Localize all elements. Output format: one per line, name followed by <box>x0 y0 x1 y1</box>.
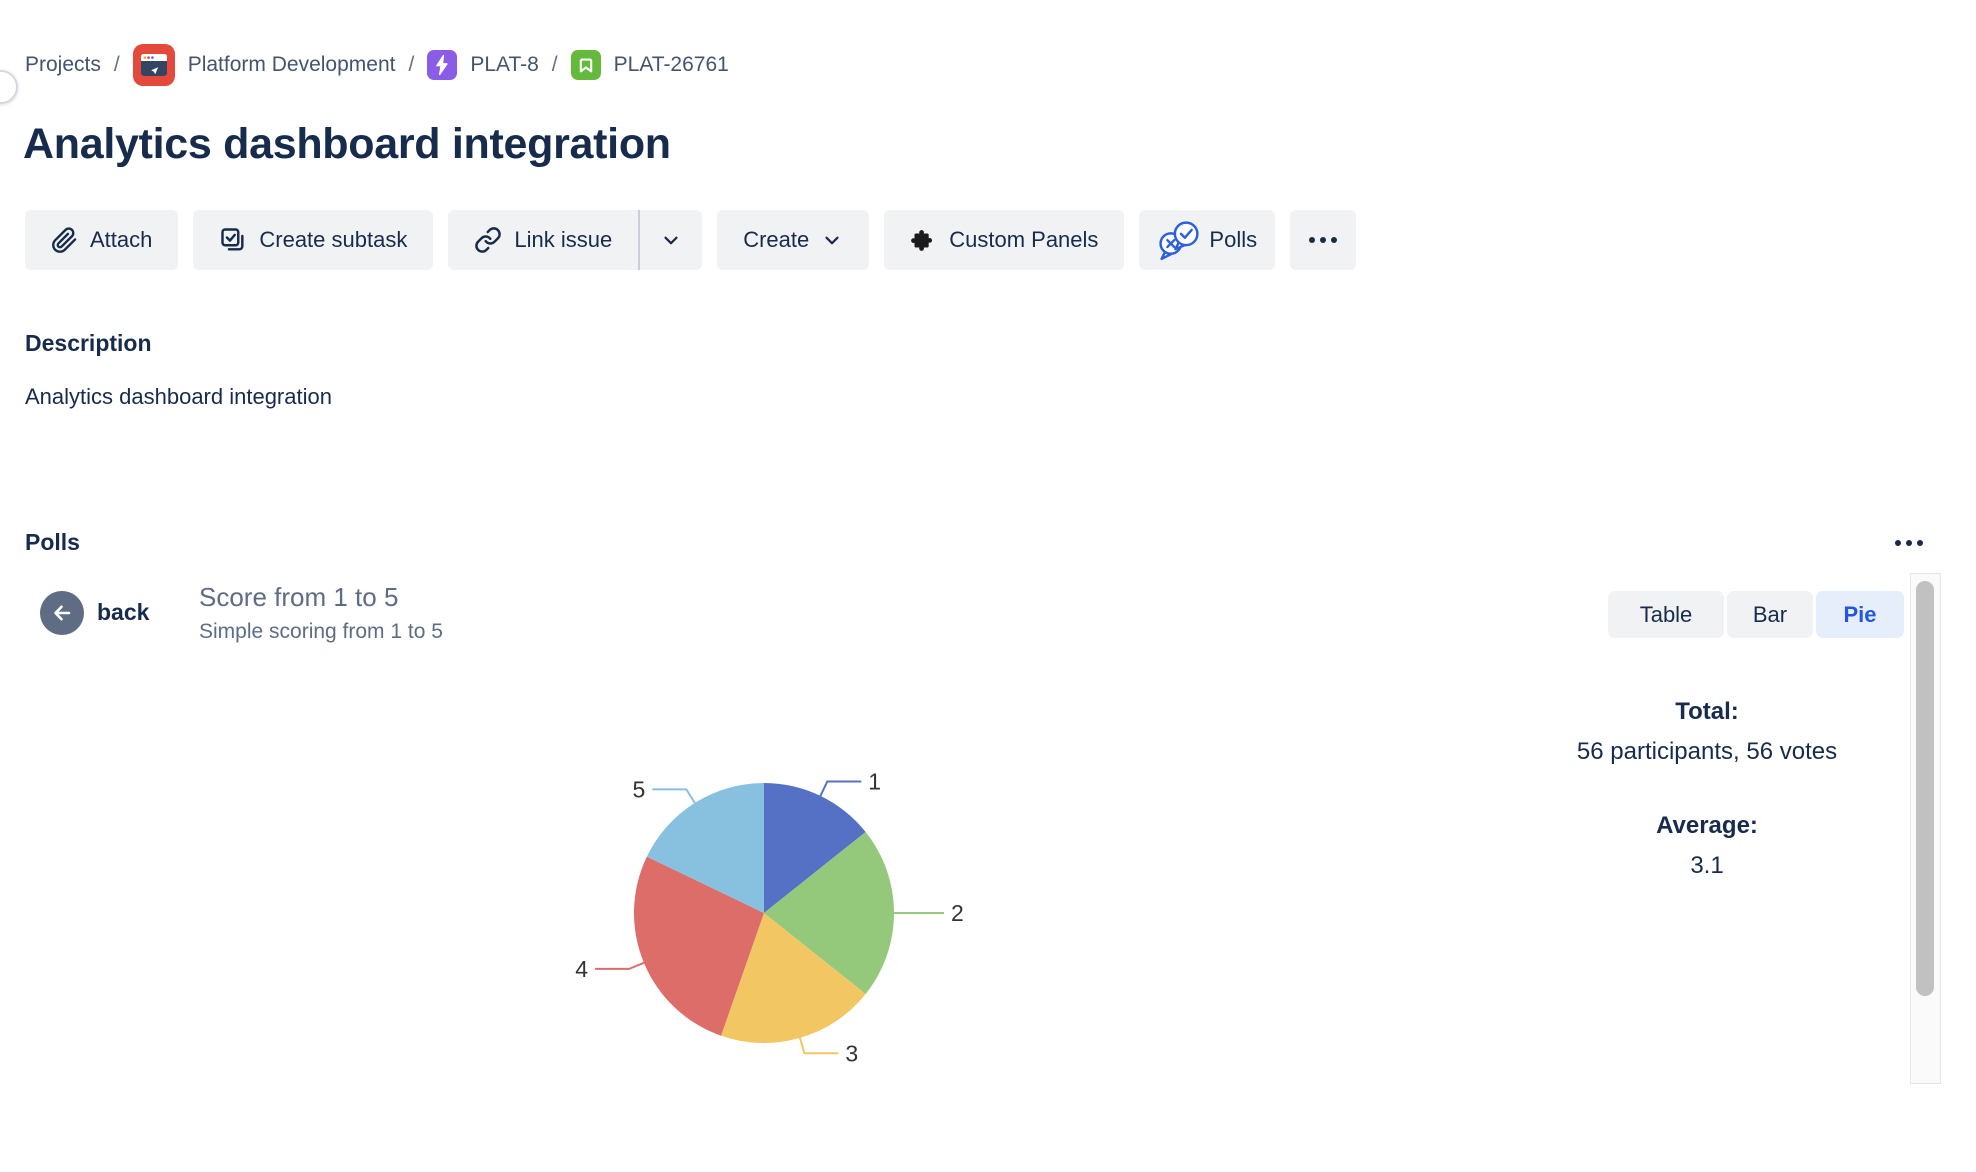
average-label: Average: <box>1656 812 1758 839</box>
pie-label-5: 5 <box>633 776 646 802</box>
poll-subtitle: Simple scoring from 1 to 5 <box>199 620 443 643</box>
breadcrumb-issue[interactable]: PLAT-26761 <box>613 53 729 76</box>
sidebar-collapse-handle[interactable] <box>0 70 18 104</box>
poll-stats: Total: 56 participants, 56 votes Average… <box>1517 697 1897 880</box>
ellipsis-icon <box>1320 237 1327 243</box>
pie-chart-svg: 1 2 3 4 5 <box>575 769 964 1067</box>
arrow-left-icon <box>54 605 71 621</box>
epic-icon <box>427 50 458 80</box>
ellipsis-icon <box>1895 540 1901 546</box>
average-value: 3.1 <box>1690 852 1724 879</box>
pie-slice-2[interactable] <box>764 831 894 995</box>
toolbar-more-button[interactable] <box>1290 210 1357 270</box>
subtask-check-icon <box>221 228 244 251</box>
toolbar: Attach Create subtask Link issue <box>25 210 1357 270</box>
total-label: Total: <box>1675 698 1739 725</box>
breadcrumb: Projects / Platform Development / PLAT-8… <box>25 44 729 86</box>
pie-label-4: 4 <box>575 956 588 982</box>
description-heading: Description <box>25 330 152 356</box>
create-label: Create <box>743 227 810 252</box>
page-title: Analytics dashboard integration <box>23 120 671 168</box>
total-value: 56 participants, 56 votes <box>1576 738 1838 765</box>
link-icon <box>475 227 502 253</box>
pie-slice-5[interactable] <box>646 783 764 913</box>
link-issue-button[interactable]: Link issue <box>448 210 638 270</box>
breadcrumb-epic[interactable]: PLAT-8 <box>470 53 539 76</box>
breadcrumb-project[interactable]: Platform Development <box>187 53 396 76</box>
paperclip-icon <box>52 226 77 253</box>
pie-slice-3[interactable] <box>721 913 866 1043</box>
pie-label-2: 2 <box>951 900 964 926</box>
polls-label: Polls <box>1209 227 1258 252</box>
panel-scrollbar-track[interactable] <box>1910 573 1941 1084</box>
pie-label-line-3 <box>798 1036 839 1055</box>
split-divider <box>638 210 641 270</box>
custom-panels-label: Custom Panels <box>949 227 1099 252</box>
link-issue-label: Link issue <box>514 227 613 252</box>
create-button[interactable]: Create <box>717 210 870 270</box>
ellipsis-icon <box>1906 540 1912 546</box>
chevron-down-icon <box>664 236 678 245</box>
breadcrumb-separator: / <box>408 53 415 76</box>
view-tabs: Table Bar Pie <box>1608 591 1904 638</box>
attach-label: Attach <box>90 227 153 252</box>
link-issue-dropdown-button[interactable] <box>640 210 702 270</box>
tab-pie[interactable]: Pie <box>1816 591 1904 638</box>
tab-table[interactable]: Table <box>1608 591 1724 638</box>
polls-more-button[interactable] <box>1893 534 1925 552</box>
polls-button[interactable]: Polls <box>1139 210 1276 270</box>
polls-bubbles-icon <box>1159 220 1200 260</box>
attach-button[interactable]: Attach <box>25 210 179 270</box>
pie-label-line-5 <box>652 788 697 805</box>
polls-heading: Polls <box>25 529 80 555</box>
pie-label-1: 1 <box>868 769 881 795</box>
create-subtask-label: Create subtask <box>259 227 408 252</box>
poll-title: Score from 1 to 5 <box>199 582 399 612</box>
tab-bar[interactable]: Bar <box>1727 591 1813 638</box>
breadcrumb-separator: / <box>551 53 558 76</box>
ellipsis-icon <box>1917 540 1923 546</box>
breadcrumb-projects[interactable]: Projects <box>25 53 101 76</box>
story-icon <box>570 50 601 80</box>
pie-label-3: 3 <box>845 1040 858 1066</box>
pie-chart: 1 2 3 4 5 <box>480 735 1040 1125</box>
back-label[interactable]: back <box>97 599 150 625</box>
custom-panels-button[interactable]: Custom Panels <box>884 210 1125 270</box>
puzzle-icon <box>911 229 933 251</box>
pie-label-line-4 <box>595 961 646 970</box>
breadcrumb-separator: / <box>113 53 120 76</box>
description-body: Analytics dashboard integration <box>25 384 332 409</box>
project-avatar-icon <box>132 44 175 86</box>
panel-scrollbar-thumb[interactable] <box>1916 581 1934 996</box>
pie-label-line-1 <box>819 780 862 798</box>
pie-slice-4[interactable] <box>634 856 764 1036</box>
chevron-down-icon <box>825 236 839 245</box>
ellipsis-icon <box>1331 237 1338 243</box>
back-button[interactable] <box>40 591 84 635</box>
link-issue-split-button: Link issue <box>448 210 703 270</box>
create-subtask-button[interactable]: Create subtask <box>193 210 434 270</box>
ellipsis-icon <box>1309 237 1316 243</box>
pie-slice-1[interactable] <box>764 783 866 913</box>
